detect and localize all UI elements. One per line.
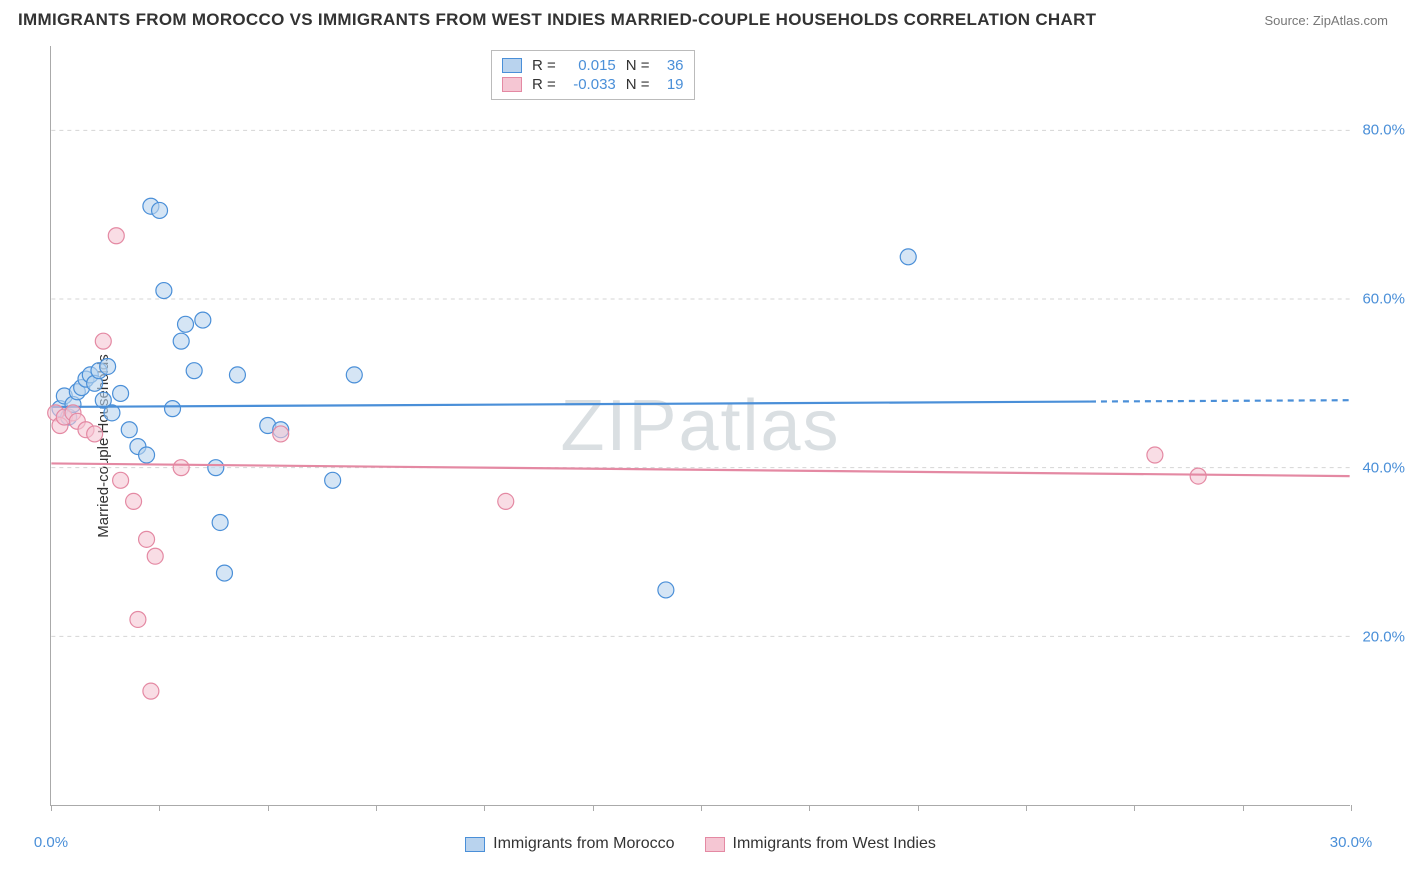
y-tick-label: 20.0% xyxy=(1362,629,1405,646)
x-tick xyxy=(809,805,810,811)
x-tick xyxy=(159,805,160,811)
bottom-swatch-0 xyxy=(465,837,485,852)
x-tick xyxy=(593,805,594,811)
bottom-legend-label-0: Immigrants from Morocco xyxy=(493,835,674,853)
x-tick xyxy=(701,805,702,811)
x-tick-label: 0.0% xyxy=(34,834,68,851)
plot-area: ZIPatlas R = 0.015 N = 36 R = -0.033 N =… xyxy=(50,46,1350,806)
chart-container: IMMIGRANTS FROM MOROCCO VS IMMIGRANTS FR… xyxy=(0,0,1406,892)
x-tick xyxy=(1351,805,1352,811)
y-tick-label: 40.0% xyxy=(1362,460,1405,477)
x-tick xyxy=(1026,805,1027,811)
x-tick xyxy=(1243,805,1244,811)
title-bar: IMMIGRANTS FROM MOROCCO VS IMMIGRANTS FR… xyxy=(18,10,1388,30)
x-tick xyxy=(51,805,52,811)
x-tick-label: 30.0% xyxy=(1330,834,1373,851)
source-attribution: Source: ZipAtlas.com xyxy=(1264,13,1388,28)
x-tick xyxy=(484,805,485,811)
plot-svg xyxy=(51,46,1350,805)
x-tick xyxy=(376,805,377,811)
chart-title: IMMIGRANTS FROM MOROCCO VS IMMIGRANTS FR… xyxy=(18,10,1096,30)
bottom-legend-item-0: Immigrants from Morocco xyxy=(465,835,674,853)
bottom-swatch-1 xyxy=(705,837,725,852)
y-tick-label: 80.0% xyxy=(1362,122,1405,139)
bottom-legend-label-1: Immigrants from West Indies xyxy=(733,835,936,853)
x-tick xyxy=(1134,805,1135,811)
bottom-legend-item-1: Immigrants from West Indies xyxy=(705,835,936,853)
x-tick xyxy=(918,805,919,811)
y-tick-label: 60.0% xyxy=(1362,291,1405,308)
x-tick xyxy=(268,805,269,811)
bottom-legend: Immigrants from Morocco Immigrants from … xyxy=(51,835,1350,853)
